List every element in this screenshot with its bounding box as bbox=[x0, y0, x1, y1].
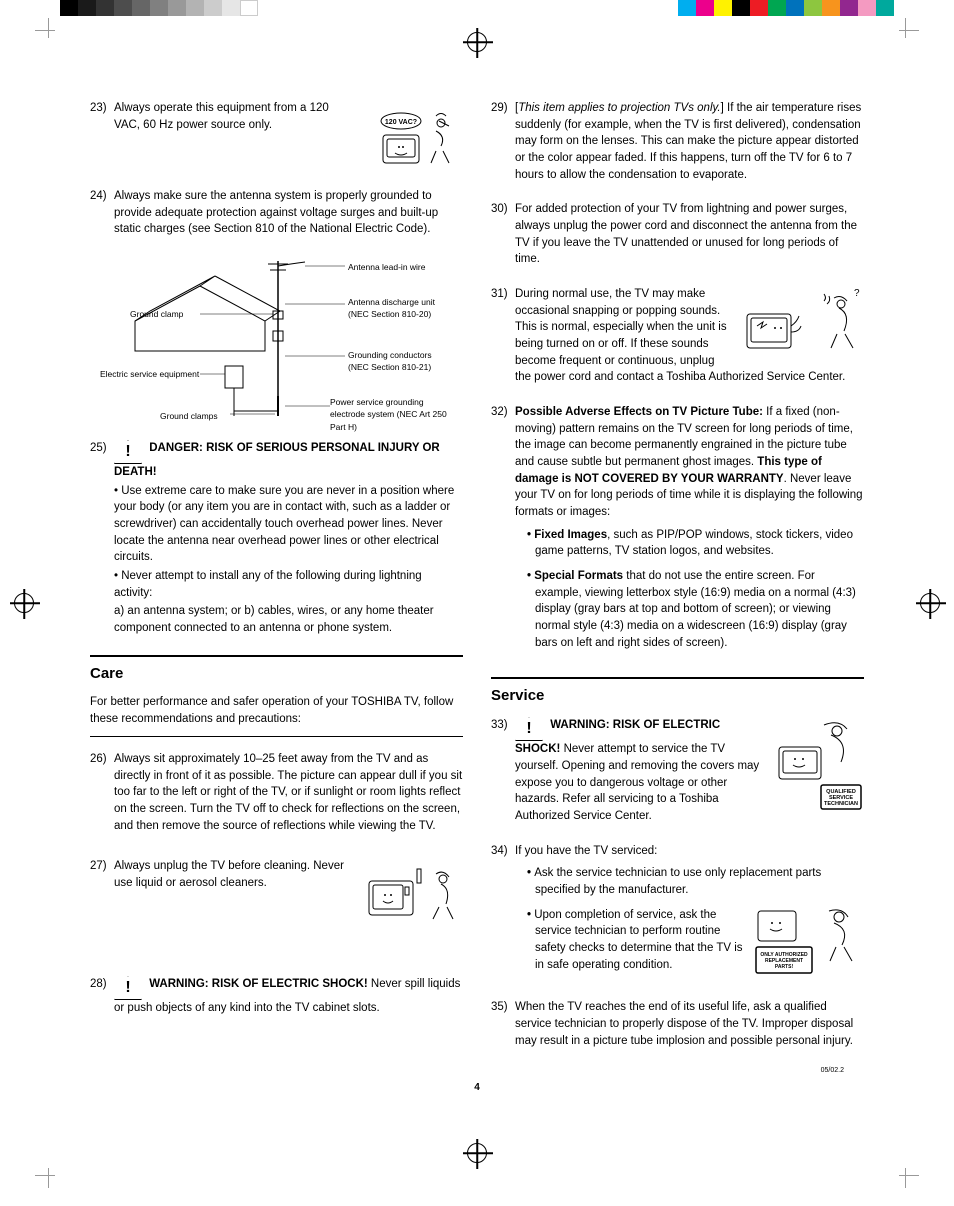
diagram-label: Antenna discharge unit (NEC Section 810-… bbox=[348, 296, 448, 321]
registration-mark-bottom bbox=[467, 1143, 487, 1163]
diagram-label: Ground clamps bbox=[160, 410, 218, 422]
item-number: 26) bbox=[90, 751, 114, 834]
revision-note: 05/02.2 bbox=[90, 1067, 844, 1074]
item-text: When the TV reaches the end of its usefu… bbox=[515, 999, 864, 1049]
section-subtitle: For better performance and safer operati… bbox=[90, 694, 463, 736]
list-item: Fixed Images, such as PIP/POP windows, s… bbox=[527, 527, 864, 560]
item-text: If you have the TV serviced: bbox=[515, 845, 657, 857]
page-content: 23) 120 VAC? A bbox=[0, 0, 954, 1133]
item-text: • Use extreme care to make sure you are … bbox=[114, 483, 463, 566]
svg-text:120 VAC?: 120 VAC? bbox=[384, 119, 416, 126]
registration-mark-right bbox=[920, 593, 940, 613]
illustration-120vac: 120 VAC? bbox=[358, 100, 463, 170]
registration-mark-left bbox=[14, 593, 34, 613]
illustration-cleaning bbox=[358, 858, 463, 928]
warning-icon: ! bbox=[114, 976, 142, 1000]
svg-text:PARTS!: PARTS! bbox=[775, 964, 794, 970]
bottom-marks bbox=[0, 1133, 954, 1183]
list-item: Ask the service technician to use only r… bbox=[527, 865, 864, 898]
item-26: 26) Always sit approximately 10–25 feet … bbox=[90, 751, 463, 834]
bold-text: Special Formats bbox=[534, 570, 623, 582]
svg-text:TECHNICIAN: TECHNICIAN bbox=[824, 801, 858, 807]
warning-icon: ! bbox=[114, 440, 142, 464]
italic-note: This item applies to projection TVs only… bbox=[518, 102, 720, 114]
item-text: Always unplug the TV before cleaning. Ne… bbox=[114, 860, 344, 889]
item-27: 27) Always un bbox=[90, 858, 463, 928]
item-24: 24) Always make sure the antenna system … bbox=[90, 188, 463, 238]
item-text: • Never attempt to install any of the fo… bbox=[114, 568, 463, 601]
bold-text: Fixed Images bbox=[534, 529, 607, 541]
diagram-label: Ground clamp bbox=[130, 308, 183, 320]
item-text: a) an antenna system; or b) cables, wire… bbox=[114, 603, 463, 636]
diagram-label: Electric service equipment bbox=[100, 368, 199, 380]
item-text: Always make sure the antenna system is p… bbox=[114, 190, 438, 235]
item-31: 31) ? bbox=[491, 286, 864, 386]
registration-mark-top bbox=[467, 32, 487, 52]
item-25: 25) ! DANGER: RISK OF SERIOUS PERSONAL I… bbox=[90, 440, 463, 637]
item-number: 28) bbox=[90, 976, 114, 1017]
item-30: 30) For added protection of your TV from… bbox=[491, 201, 864, 268]
grounding-diagram: Ground clamp Electric service equipment … bbox=[130, 256, 463, 426]
item-number: 34) bbox=[491, 843, 515, 982]
item-29: 29) [This item applies to projection TVs… bbox=[491, 100, 864, 183]
page-number: 4 bbox=[90, 1082, 864, 1093]
list-item: Special Formats that do not use the enti… bbox=[527, 568, 864, 651]
item-text: Always operate this equipment from a 120… bbox=[114, 102, 329, 131]
item-34: 34) If you have the TV serviced: Ask the… bbox=[491, 843, 864, 982]
item-number: 23) bbox=[90, 100, 114, 170]
warning-heading: DANGER: RISK OF SERIOUS PERSONAL INJURY … bbox=[114, 442, 440, 478]
section-title-service: Service bbox=[491, 677, 864, 707]
item-number: 31) bbox=[491, 286, 515, 386]
item-28: 28) ! WARNING: RISK OF ELECTRIC SHOCK! N… bbox=[90, 976, 463, 1017]
item-text: For added protection of your TV from lig… bbox=[515, 201, 864, 268]
diagram-label: Antenna lead-in wire bbox=[348, 261, 426, 273]
section-title-care: Care bbox=[90, 655, 463, 685]
item-heading: Possible Adverse Effects on TV Picture T… bbox=[515, 406, 763, 418]
warning-heading: WARNING: RISK OF ELECTRIC SHOCK! bbox=[149, 978, 368, 990]
right-column: 29) [This item applies to projection TVs… bbox=[491, 100, 864, 1067]
item-35: 35) When the TV reaches the end of its u… bbox=[491, 999, 864, 1049]
item-number: 24) bbox=[90, 188, 114, 238]
svg-text:?: ? bbox=[854, 288, 860, 299]
warning-icon: ! bbox=[515, 717, 543, 741]
illustration-parts: ONLY AUTHORIZED REPLACEMENT PARTS! bbox=[754, 903, 864, 975]
item-number: 30) bbox=[491, 201, 515, 268]
item-33: 33) QUALIFIED SERVICE bbox=[491, 717, 864, 824]
item-number: 35) bbox=[491, 999, 515, 1049]
list-item: ONLY AUTHORIZED REPLACEMENT PARTS! Upon … bbox=[527, 907, 864, 974]
diagram-label: Power service grounding electrode system… bbox=[330, 396, 460, 433]
item-number: 33) bbox=[491, 717, 515, 824]
item-number: 25) bbox=[90, 440, 114, 637]
item-23: 23) 120 VAC? A bbox=[90, 100, 463, 170]
illustration-snapping: ? bbox=[739, 286, 864, 366]
item-text: Upon completion of service, ask the serv… bbox=[534, 909, 742, 971]
item-number: 29) bbox=[491, 100, 515, 183]
left-column: 23) 120 VAC? A bbox=[90, 100, 463, 1067]
item-32: 32) Possible Adverse Effects on TV Pictu… bbox=[491, 404, 864, 659]
item-number: 32) bbox=[491, 404, 515, 659]
illustration-technician: QUALIFIED SERVICE TECHNICIAN bbox=[769, 717, 864, 812]
item-text: Always sit approximately 10–25 feet away… bbox=[114, 751, 463, 834]
diagram-label: Grounding conductors (NEC Section 810-21… bbox=[348, 349, 448, 374]
item-number: 27) bbox=[90, 858, 114, 928]
